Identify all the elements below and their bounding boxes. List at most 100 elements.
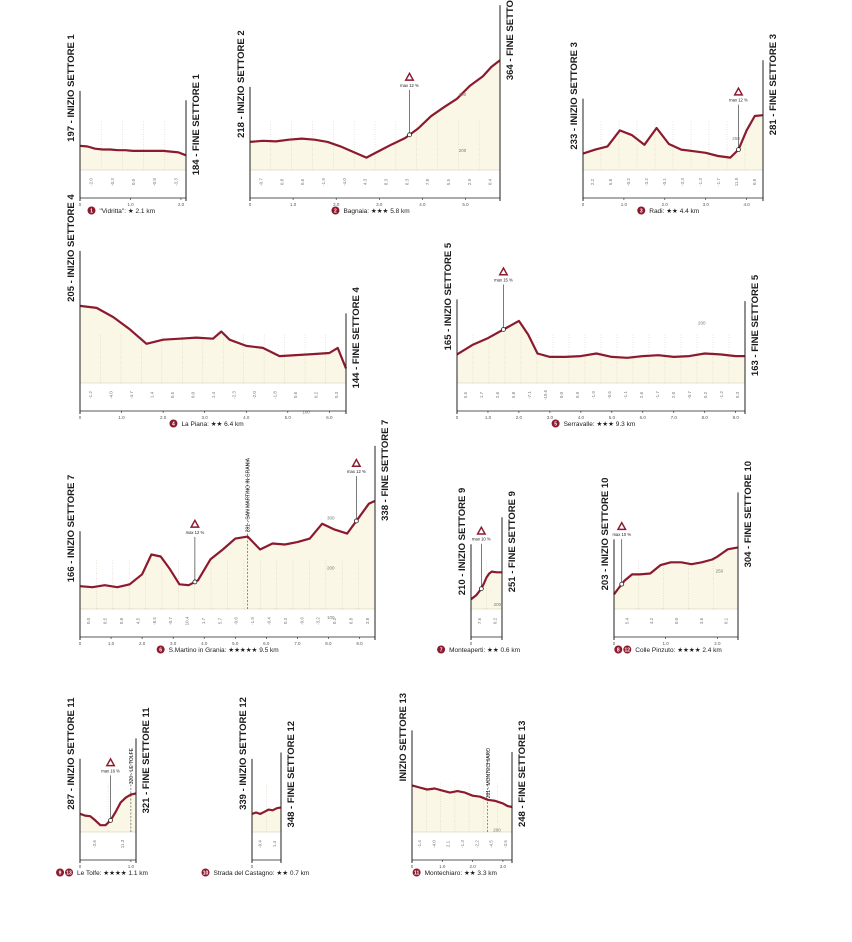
gradient-value: 0.6 — [300, 178, 305, 185]
sector-start-label: 165 - INIZIO SETTORE 5 — [443, 242, 454, 350]
gradient-value: 0.8 — [119, 617, 124, 624]
distance-tick-label: 3.0 — [703, 202, 710, 207]
sector-number-badge-text: 5 — [554, 421, 557, 427]
distance-tick-label: 1.0 — [663, 641, 670, 646]
waypoint-label: 320 - LE TOLFE — [129, 747, 135, 784]
distance-tick-label: 0 — [251, 864, 254, 869]
gradient-value: -10.5 — [543, 389, 548, 400]
sector-caption: La Piana: ★★ 6.4 km — [181, 420, 243, 428]
gradient-value: 0.0 — [674, 617, 679, 624]
sector-number-badge-text: 13 — [66, 870, 72, 876]
gradient-value: 5.4 — [624, 617, 629, 624]
gradient-value: 5.5 — [446, 178, 451, 185]
warning-triangle-inner — [735, 89, 741, 95]
distance-tick-label: 2.0 — [160, 415, 167, 420]
elevation-profile-line — [470, 570, 502, 601]
distance-tick-label: 0 — [582, 202, 585, 207]
distance-tick-label: 0 — [613, 641, 616, 646]
sector-number-badge — [623, 645, 632, 654]
gradient-value: -3.5 — [503, 840, 508, 848]
elevation-reference-label: 250 — [716, 569, 724, 574]
distance-tick-label: 5.0 — [609, 415, 616, 420]
gradient-value: -0.4 — [257, 840, 262, 848]
gradient-value: 6.8 — [348, 617, 353, 624]
elevation-reference-label: 100 — [327, 615, 335, 620]
sector-number-badge-text: 9 — [59, 870, 62, 876]
gradient-value: 2.6 — [639, 391, 644, 398]
distance-tick-label: 2.0 — [469, 864, 476, 869]
gradient-value: 2.6 — [495, 391, 500, 398]
gradient-value: 2.0 — [671, 391, 676, 398]
gradient-value: 7.8 — [425, 178, 430, 185]
distance-tick-label: 0 — [411, 864, 414, 869]
distance-tick-label: 3.0 — [547, 415, 554, 420]
gradient-value: 1.7 — [479, 391, 484, 398]
sector-end-label: 248 - FINE SETTORE 13 — [517, 721, 528, 827]
sector-number-badge-text: 12 — [625, 647, 631, 653]
distance-tick-label: 2.0 — [662, 202, 669, 207]
distance-tick-label: 6.0 — [263, 641, 270, 646]
elevation-profile-line — [79, 144, 187, 157]
sector-caption: Bagnaia: ★★★ 5.8 km — [343, 207, 409, 215]
sector-start-label: INIZIO SETTORE 13 — [398, 693, 409, 782]
sector-end-label: 304 - FINE SETTORE 10 — [743, 461, 754, 567]
gradient-value: 4.3 — [363, 178, 368, 185]
elevation-profile-line — [79, 304, 348, 369]
gradient-value: -0.2 — [626, 178, 631, 186]
distance-tick-label: 4.0 — [744, 202, 751, 207]
distance-tick-label: 1.0 — [439, 864, 446, 869]
distance-tick-label: 1.0 — [485, 415, 492, 420]
sector-number-badge — [169, 419, 178, 428]
gradient-value: 7.6 — [477, 617, 482, 624]
gradient-value: 0.2 — [332, 617, 337, 624]
gradient-value: -3.3 — [173, 178, 178, 186]
elevation-reference-label: 200 — [459, 148, 467, 153]
distance-tick-label: 2.0 — [333, 202, 340, 207]
sector-caption: Radi: ★★ 4.4 km — [649, 207, 699, 215]
distance-tick-label: 1.0 — [127, 202, 134, 207]
gradient-value: -0.3 — [110, 178, 115, 186]
sector-start-label: 233 - INIZIO SETTORE 3 — [569, 42, 580, 150]
gradient-value: 2.1 — [446, 840, 451, 847]
distance-tick-label: 0 — [470, 641, 473, 646]
elevation-profile-line — [411, 784, 513, 809]
elevation-reference-label: 100 — [302, 410, 310, 415]
profile-fill-area — [250, 60, 500, 171]
gradient-value: 1.4 — [272, 840, 277, 847]
distance-tick-label: 5.0 — [232, 641, 239, 646]
sector-chart-13: -1.4 -4.0 2.1 -1.3 -2.2 -4.5 -3.5 200 0 1.0 2.0 3.0… — [398, 693, 528, 877]
sector-start-label: 218 - INIZIO SETTORE 2 — [236, 30, 247, 138]
elevation-reference-label: 300 — [459, 92, 467, 97]
warning-triangle-inner — [478, 528, 484, 534]
gradient-value: 0.9 — [575, 391, 580, 398]
sector-end-label: 251 - FINE SETTORE 9 — [507, 491, 518, 592]
elevation-profile-line — [613, 546, 739, 596]
sector-chart-10: 5.4 4.2 0.0 3.6 0.1 250 0 1.0 2.0 203 - INIZIO SE… — [600, 461, 754, 654]
sector-chart-12: -0.4 1.4 0 339 - INIZIO SETTORE 12 348 - FIN… — [201, 697, 309, 877]
distance-tick-label: 4.0 — [578, 415, 585, 420]
sector-number-badge — [201, 868, 210, 877]
gradient-value: 3.6 — [699, 617, 704, 624]
distance-tick-label: 5.0 — [285, 415, 292, 420]
sector-end-label: 144 - FINE SETTORE 4 — [351, 286, 362, 388]
gradient-value: -0.7 — [168, 617, 173, 625]
elevation-profile-line — [251, 806, 282, 815]
gradient-value: 0.5 — [170, 391, 175, 398]
distance-tick-label: 2.0 — [714, 641, 721, 646]
distance-tick-label: 4.0 — [419, 202, 426, 207]
max-gradient-label: max 10 % — [612, 532, 631, 537]
gradient-value: 5.5 — [463, 391, 468, 398]
waypoint-label: 281 - SAN MARTINO IN GRANIA — [246, 457, 252, 532]
sector-number-badge — [412, 868, 421, 877]
distance-tick-label: 9.0 — [733, 415, 740, 420]
warning-triangle-inner — [192, 521, 198, 527]
gradient-value: 0.0 — [86, 617, 91, 624]
sector-start-label: 197 - INIZIO SETTORE 1 — [66, 34, 77, 142]
profile-fill-area — [80, 793, 136, 832]
gradient-value: 0.0 — [559, 391, 564, 398]
gradient-value: -4.7 — [129, 391, 134, 399]
gradient-value: -3.3 — [680, 178, 685, 186]
gradient-value: -7.1 — [527, 391, 532, 399]
gradient-value: 0.2 — [703, 391, 708, 398]
